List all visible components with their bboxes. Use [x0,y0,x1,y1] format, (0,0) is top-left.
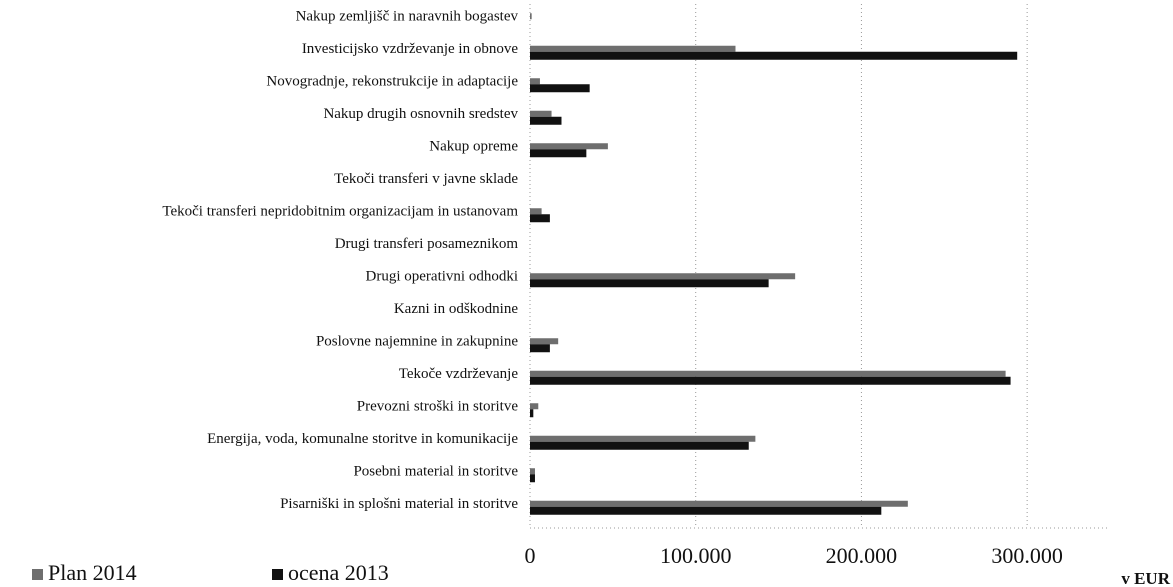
bar [530,506,882,515]
bar [530,45,736,52]
y-tick-label: Pisarniški in splošni material in storit… [280,496,518,512]
y-tick-label: Poslovne najemnine in zakupnine [316,334,518,350]
legend-label: Plan 2014 [48,560,137,585]
y-tick-label: Kazni in odškodnine [394,301,518,317]
bar [530,116,562,125]
y-tick-label: Nakup drugih osnovnih sredstev [323,106,518,122]
legend-label: ocena 2013 [288,560,389,585]
legend-swatch [272,569,283,580]
bar [530,149,587,158]
y-tick-label: Tekoče vzdrževanje [399,366,519,382]
bar [530,13,532,20]
x-tick-label: 100.000 [660,543,732,568]
bar [530,84,590,93]
x-tick-label: 0 [525,543,536,568]
bar [530,435,756,442]
y-tick-label: Drugi transferi posameznikom [335,236,519,252]
x-tick-label: 300.000 [991,543,1063,568]
y-tick-label: Prevozni stroški in storitve [357,399,519,415]
bar [530,441,749,450]
bar [530,273,796,280]
bar [530,376,1011,385]
y-tick-label: Nakup zemljišč in naravnih bogastev [296,9,519,25]
bar [530,78,540,85]
bar [530,409,534,418]
bar [530,279,769,288]
bar [530,403,539,410]
y-tick-label: Investicijsko vzdrževanje in obnove [302,41,519,57]
bar [530,500,908,507]
y-tick-label: Novogradnje, rekonstrukcije in adaptacij… [266,74,518,90]
y-tick-label: Nakup opreme [429,139,518,155]
legend-swatch [32,569,43,580]
bar [530,344,550,353]
y-tick-label: Tekoči transferi nepridobitnim organizac… [162,204,518,220]
x-axis-label: v EUR [1121,569,1170,587]
bar [530,110,552,117]
bar [530,51,1018,60]
bar [530,214,550,223]
x-tick-label: 200.000 [826,543,898,568]
y-tick-label: Energija, voda, komunalne storitve in ko… [207,431,518,447]
bar [530,370,1006,377]
y-tick-label: Drugi operativni odhodki [366,269,518,285]
bar [530,143,608,150]
y-tick-label: Posebni material in storitve [353,464,518,480]
bar [530,474,535,483]
y-tick-label: Tekoči transferi v javne sklade [334,171,518,187]
bar [530,468,535,475]
bar [530,208,542,215]
bar [530,338,559,345]
